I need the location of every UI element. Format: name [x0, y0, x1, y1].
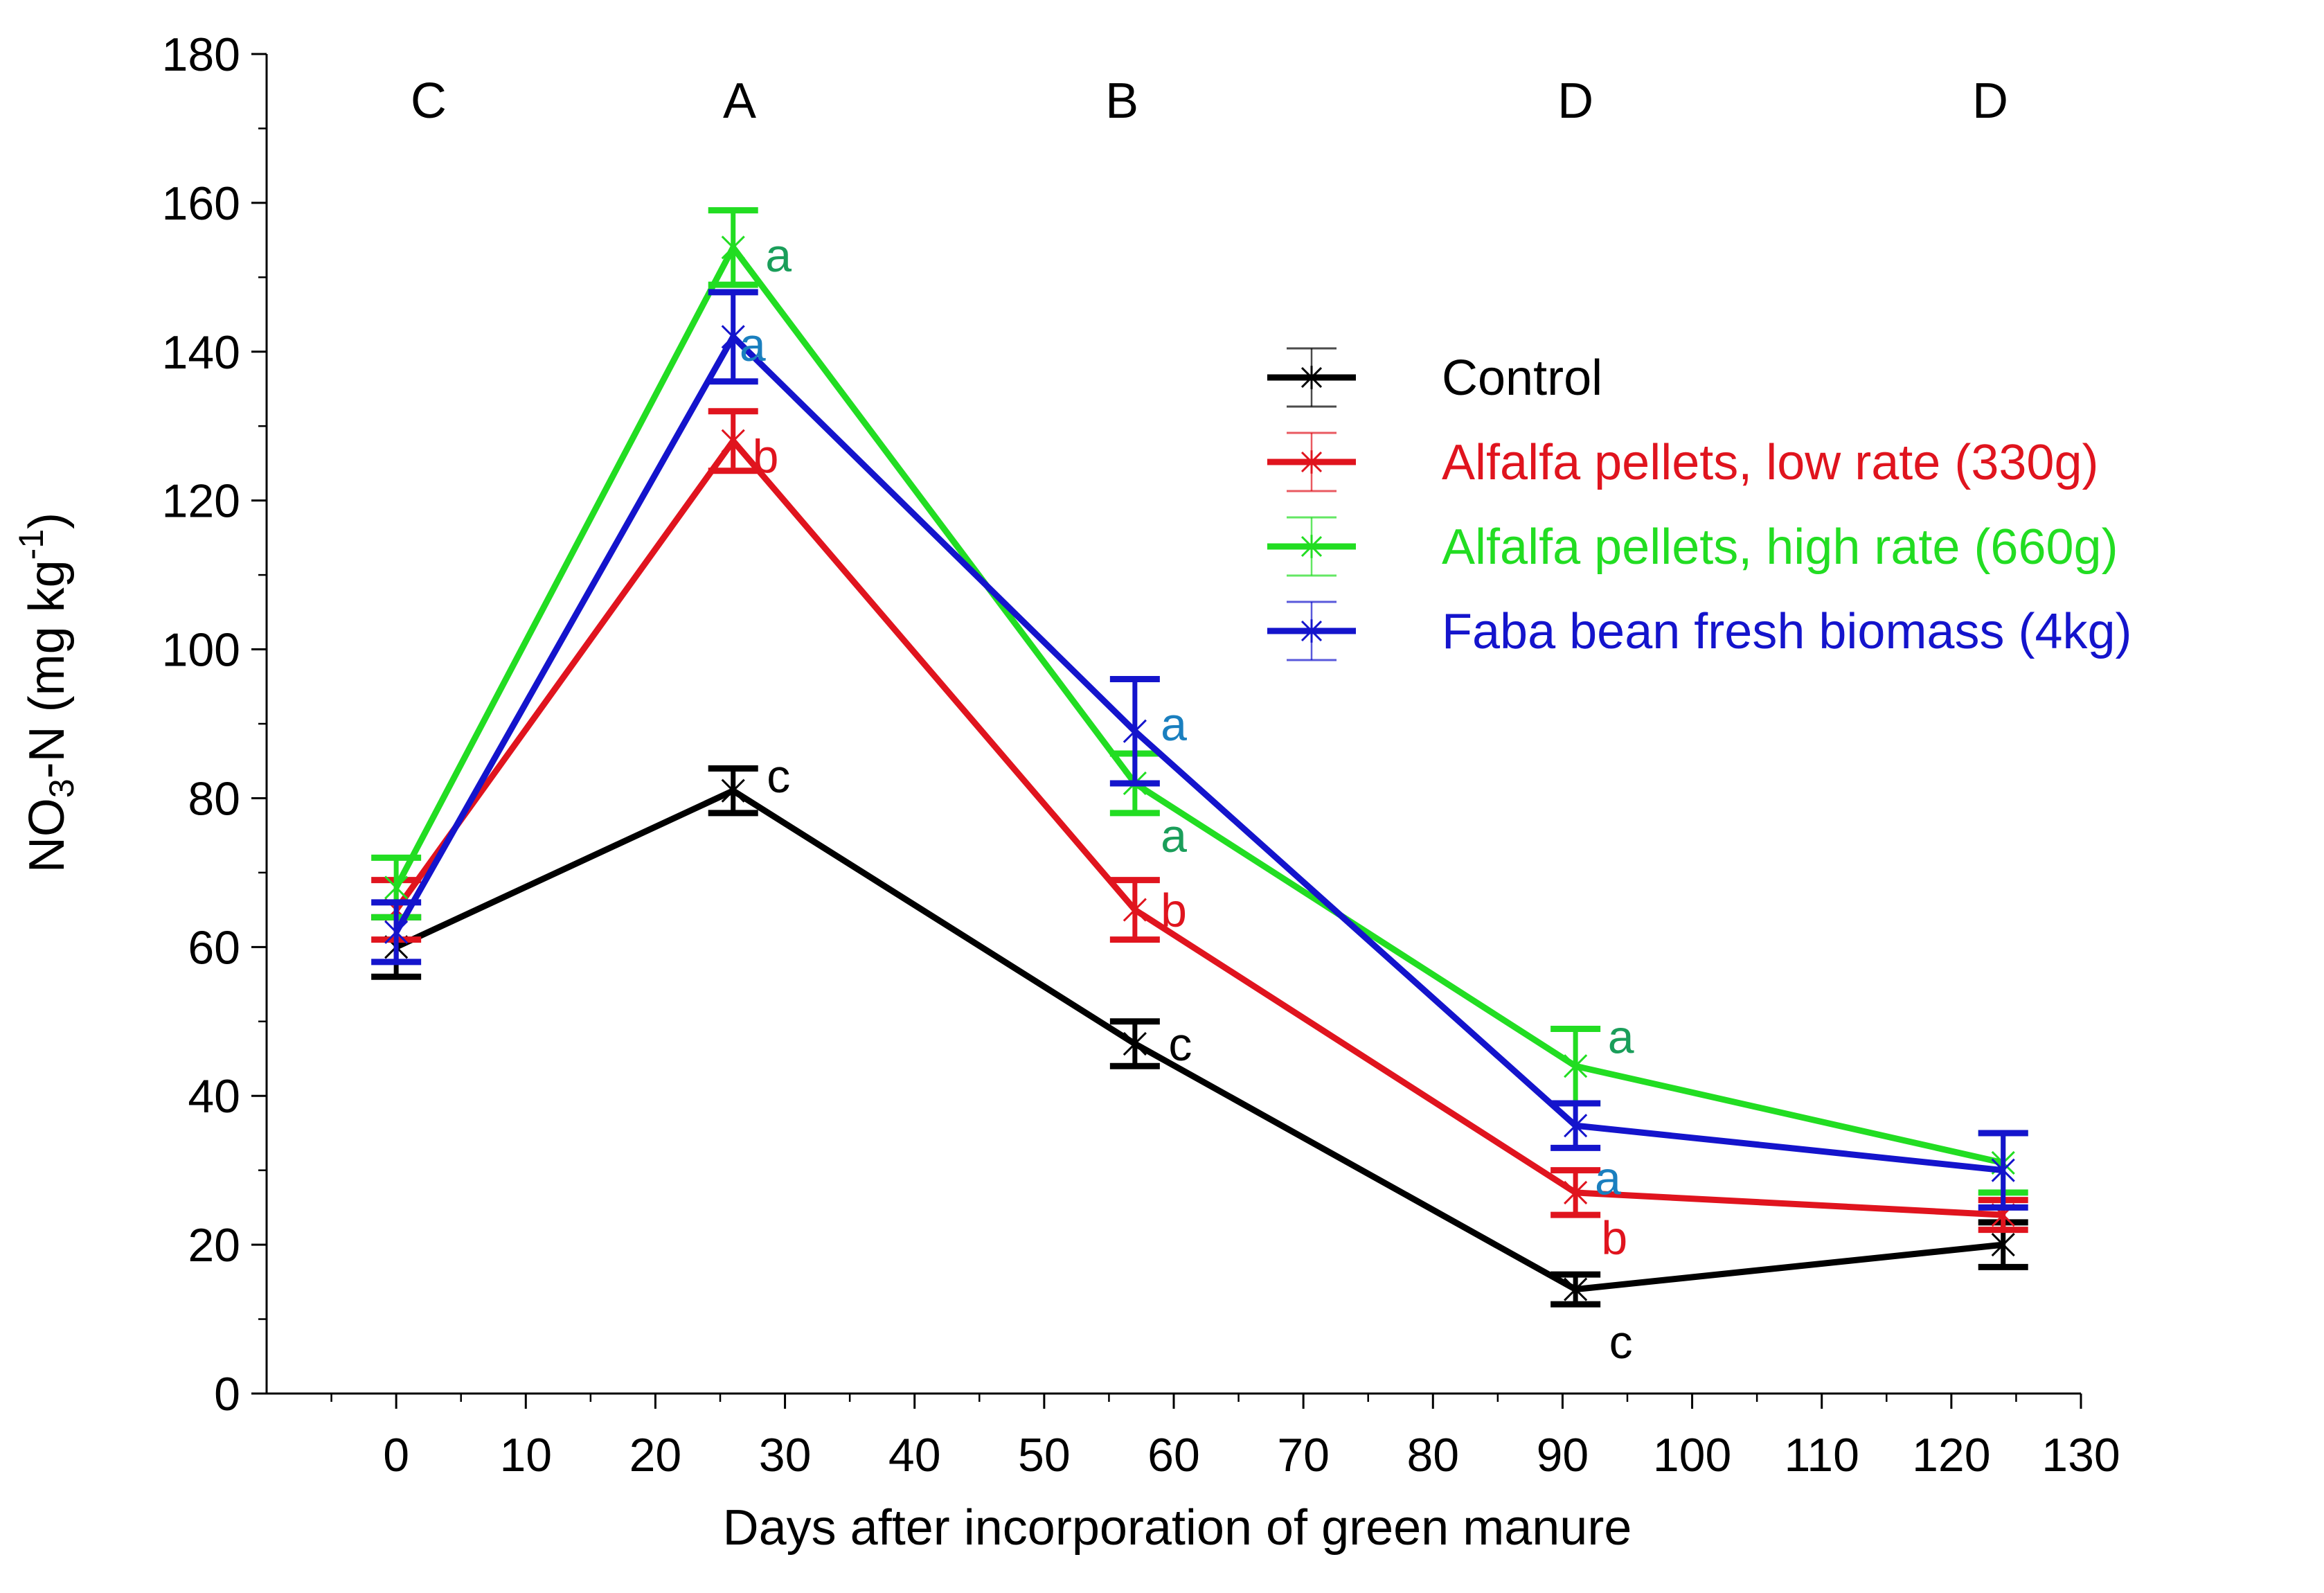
y-axis-title-close: ): [19, 513, 75, 529]
y-tick-label: 140: [162, 326, 240, 379]
y-tick-label: 120: [162, 475, 240, 528]
data-point: [1123, 718, 1147, 745]
x-tick-label: 120: [1912, 1429, 1990, 1481]
x-tick-label: 70: [1277, 1429, 1330, 1481]
legend-item: Faba bean fresh biomass (4kg): [1267, 600, 2132, 661]
significance-letter: a: [1608, 1011, 1634, 1063]
series-3: aaa: [371, 207, 2028, 1196]
significance-letter: b: [753, 430, 779, 483]
x-tick-label: 20: [629, 1429, 682, 1481]
y-tick-label: 40: [188, 1070, 240, 1123]
significance-letter: a: [1161, 810, 1187, 862]
group-letter-D: D: [1972, 73, 2008, 129]
y-tick-label: 80: [188, 772, 240, 825]
x-tick-label: 90: [1537, 1429, 1589, 1481]
data-point: [1564, 1112, 1588, 1139]
significance-letter: c: [1609, 1316, 1633, 1369]
significance-letter: b: [1161, 884, 1187, 937]
y-axis-title-sub: 3: [42, 778, 81, 798]
y-axis-title: NO3-N (mg kg-1): [12, 513, 81, 873]
x-tick-label: 80: [1406, 1429, 1459, 1481]
x-tick-label: 100: [1653, 1429, 1731, 1481]
x-tick-label: 10: [499, 1429, 552, 1481]
significance-letter: a: [740, 319, 766, 371]
x-tick-label: 40: [888, 1429, 941, 1481]
legend-item: Alfalfa pellets, low rate (330g): [1267, 431, 2098, 492]
data-point: [721, 777, 745, 804]
data-point: [1991, 1231, 2015, 1258]
legend-label: Alfalfa pellets, high rate (660g): [1442, 519, 2118, 575]
series-4: a a a: [371, 289, 2028, 1211]
data-point: [1564, 1053, 1588, 1080]
group-letter-B: B: [1105, 73, 1138, 129]
significance-letter: c: [767, 750, 790, 803]
data-point: [721, 323, 745, 350]
x-tick-label: 130: [2041, 1429, 2120, 1481]
data-point: [384, 918, 409, 946]
data-point: [1123, 896, 1147, 923]
y-tick-label: 180: [162, 28, 240, 81]
x-tick-label: 30: [759, 1429, 812, 1481]
series-line: [395, 787, 2004, 1293]
data-point: [1123, 1030, 1147, 1058]
axes: 0 20 40 60 80 100 120 140 160 180 0 10 20 30 40 50 60 70 8…: [162, 28, 2120, 1481]
legend-swatch-marker: [1300, 619, 1323, 643]
x-axis-title: Days after incorporation of green manure: [723, 1500, 1632, 1556]
series-line: [393, 244, 2004, 1166]
legend-label: Faba bean fresh biomass (4kg): [1442, 604, 2132, 659]
group-letter-A: A: [723, 73, 756, 129]
y-tick-label: 60: [188, 921, 240, 974]
y-axis-title-main: NO: [19, 798, 75, 873]
x-tick-label: 0: [383, 1429, 409, 1481]
legend-swatch-marker: [1300, 535, 1323, 558]
legend: Control Alfalfa pellets, low rate (330g) A…: [1267, 347, 2132, 661]
significance-letter: a: [1595, 1152, 1621, 1204]
legend-label: Control: [1442, 350, 1602, 406]
legend-swatch-marker: [1300, 450, 1323, 474]
x-tick-label: 60: [1147, 1429, 1200, 1481]
y-axis-title-sup: -1: [12, 529, 51, 560]
y-tick-label: 0: [214, 1368, 240, 1421]
group-letter-D: D: [1557, 73, 1593, 129]
x-tick-label: 50: [1018, 1429, 1071, 1481]
data-point: [721, 234, 745, 261]
data-point: [1564, 1276, 1588, 1303]
series-1: c c c: [371, 750, 2028, 1369]
significance-letter: a: [765, 229, 792, 282]
x-tick-label: 110: [1785, 1429, 1859, 1481]
y-tick-label: 20: [188, 1219, 240, 1272]
group-letter-C: C: [411, 73, 447, 129]
y-axis-title-rest: -N (mg kg: [19, 560, 75, 778]
data-point: [721, 427, 745, 454]
legend-swatch-marker: [1300, 366, 1323, 389]
significance-letter: b: [1601, 1211, 1627, 1264]
data-point: [384, 874, 409, 901]
legend-item: Control: [1267, 347, 1602, 408]
significance-letter: a: [1161, 698, 1187, 751]
data-point: [1991, 1157, 2015, 1184]
data-point: [1564, 1179, 1588, 1207]
legend-label: Alfalfa pellets, low rate (330g): [1442, 435, 2098, 490]
legend-item: Alfalfa pellets, high rate (660g): [1267, 516, 2118, 577]
y-tick-label: 100: [162, 624, 240, 677]
significance-letter: c: [1168, 1018, 1192, 1071]
y-tick-label: 160: [162, 177, 240, 230]
